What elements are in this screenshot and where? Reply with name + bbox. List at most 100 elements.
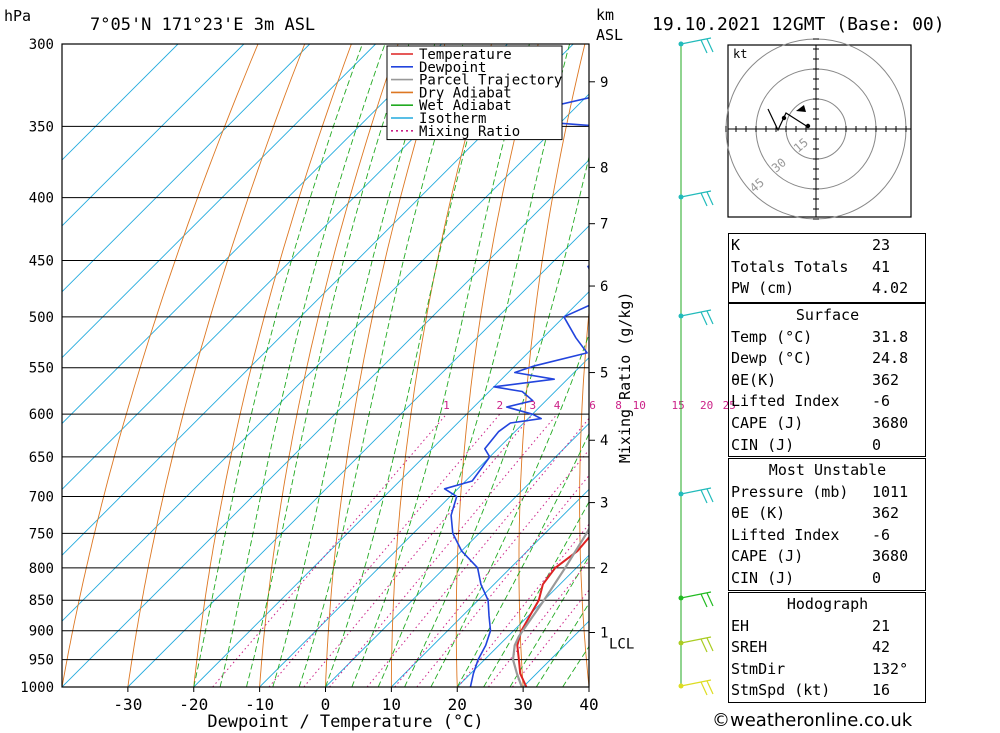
- mixing-ratio-axis-label: Mixing Ratio (g/kg): [616, 292, 634, 464]
- mixing-ratio-label: 8: [615, 399, 622, 412]
- hodograph-point: [805, 123, 811, 129]
- index-label: CAPE (J): [731, 413, 804, 432]
- hodograph-frame: [727, 44, 912, 218]
- x-tick-label: 20: [448, 695, 467, 714]
- isotherm-line: [259, 356, 589, 687]
- most-unstable-table: Most Unstable Pressure (mb) 1011 θE (K) 36…: [728, 460, 927, 590]
- index-label: Lifted Index: [731, 392, 840, 411]
- asl-unit-label: ASL: [596, 26, 623, 44]
- index-label: CIN (J): [731, 568, 795, 587]
- wet-adiabat-line: [483, 500, 589, 687]
- wind-barb: [680, 679, 714, 696]
- most-unstable-box: [728, 458, 926, 591]
- dry-adiabat-line: [62, 44, 259, 687]
- hodograph-point: [781, 115, 787, 121]
- pressure-tick-label: 800: [29, 561, 54, 577]
- index-value: 4.02: [872, 279, 909, 298]
- mixing-ratio-line: [416, 474, 589, 687]
- index-label: StmDir: [731, 659, 786, 678]
- x-tick-label: 40: [579, 695, 598, 714]
- km-tick-label: 2: [600, 561, 608, 577]
- wet-adiabat-line: [456, 432, 589, 687]
- index-value: 31.8: [872, 327, 909, 346]
- index-row: K 23: [728, 235, 927, 257]
- km-tick-label: 1: [600, 626, 608, 642]
- dry-adiabat-line: [127, 44, 306, 687]
- index-label: Totals Totals: [731, 257, 849, 276]
- pressure-tick-label: 1000: [20, 680, 54, 696]
- index-row: Pressure (mb) 1011: [728, 482, 927, 504]
- index-value: 0: [872, 435, 882, 454]
- index-row: CIN (J) 0: [728, 435, 927, 457]
- hodograph-table: Hodograph EH 21 SREH 42 StmDir 132° StmSpd …: [728, 594, 927, 702]
- index-label: PW (cm): [731, 279, 795, 298]
- wind-barb: [680, 636, 714, 653]
- index-label: EH: [731, 616, 750, 635]
- pressure-tick-label: 450: [29, 254, 54, 270]
- wind-barb: [680, 487, 714, 504]
- legend-entry: Temperature: [419, 47, 512, 63]
- index-row: CIN (J) 0: [728, 568, 927, 590]
- legend-box: [386, 45, 563, 141]
- isotherm-line: [62, 44, 311, 293]
- index-row: StmSpd (kt) 16: [728, 680, 927, 702]
- hodograph-unit-label: kt: [733, 47, 747, 61]
- index-value: 3680: [872, 413, 909, 432]
- isotherm-line: [62, 44, 179, 161]
- index-label: θE (K): [731, 504, 786, 523]
- index-label: θE(K): [731, 370, 777, 389]
- index-value: 42: [872, 638, 891, 657]
- hodograph-box: [728, 592, 926, 703]
- legend-entry: Dry Adiabat: [419, 85, 512, 101]
- km-unit-label: km: [596, 6, 614, 24]
- surface-title: Surface: [795, 306, 860, 324]
- index-value: 23: [872, 236, 891, 254]
- index-label: StmSpd (kt): [731, 681, 831, 700]
- surface-table: Surface Temp (°C) 31.8 Dewp (°C) 24.8 θE(K…: [728, 305, 927, 456]
- index-value: 1011: [872, 482, 909, 501]
- isotherm-line: [62, 159, 589, 687]
- isotherm-line: [62, 44, 508, 491]
- index-row: Temp (°C) 31.8: [728, 327, 927, 349]
- legend-entry: Wet Adiabat: [419, 98, 512, 114]
- legend-entry: Isotherm: [419, 111, 486, 127]
- index-value: -6: [872, 392, 891, 411]
- km-tick-label: 4: [600, 433, 608, 449]
- index-value: 132°: [872, 659, 909, 678]
- index-value: 3680: [872, 547, 909, 566]
- mixing-ratio-label: 20: [700, 399, 713, 412]
- x-axis-label: Dewpoint / Temperature (°C): [207, 712, 483, 732]
- isotherm-line: [62, 44, 245, 227]
- dry-adiabat-line: [638, 44, 678, 687]
- wind-barb: [680, 37, 714, 54]
- wind-barb: [680, 591, 714, 608]
- index-value: 0: [872, 568, 882, 587]
- storm-motion-arrow: [796, 105, 806, 112]
- series-parcel-trajectory: [511, 526, 589, 687]
- mixing-ratio-label: 2: [496, 399, 503, 412]
- index-label: SREH: [731, 638, 768, 657]
- index-row: θE (K) 362: [728, 503, 927, 525]
- pressure-tick-label: 650: [29, 450, 54, 466]
- isotherm-line: [62, 44, 376, 359]
- copyright-footer[interactable]: ©weatheronline.co.uk: [712, 710, 913, 731]
- wind-profile: [678, 37, 714, 696]
- index-label: Temp (°C): [731, 327, 813, 346]
- index-label: K: [731, 236, 741, 254]
- index-label: CIN (J): [731, 435, 795, 454]
- index-label: CAPE (J): [731, 547, 804, 566]
- index-label: Dewp (°C): [731, 349, 813, 368]
- isotherm-line: [62, 44, 442, 425]
- index-row: PW (cm) 4.02: [728, 278, 927, 300]
- index-row: Lifted Index -6: [728, 525, 927, 547]
- index-row: θE(K) 362: [728, 370, 927, 392]
- pressure-tick-label: 700: [29, 490, 54, 506]
- index-value: -6: [872, 525, 891, 544]
- isotherm-line: [325, 422, 589, 687]
- pressure-tick-label: 750: [29, 526, 54, 542]
- index-row: Lifted Index -6: [728, 391, 927, 413]
- isotherm-line: [127, 225, 589, 687]
- index-value: 362: [872, 504, 900, 523]
- index-label: Lifted Index: [731, 525, 840, 544]
